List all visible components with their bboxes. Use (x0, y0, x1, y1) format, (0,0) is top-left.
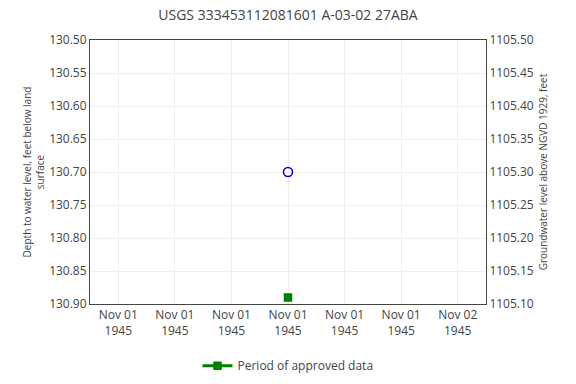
svg-text:Period of approved data: Period of approved data (238, 357, 374, 374)
svg-text:130.60: 130.60 (49, 97, 87, 114)
svg-text:Nov 011945: Nov 011945 (382, 306, 421, 339)
svg-text:130.70: 130.70 (49, 163, 87, 180)
svg-text:1105.10: 1105.10 (489, 295, 533, 312)
svg-text:1105.50: 1105.50 (489, 31, 533, 48)
svg-text:Nov 011945: Nov 011945 (99, 306, 138, 339)
svg-text:1105.30: 1105.30 (489, 163, 533, 180)
svg-text:USGS 333453112081601 A-03-02 2: USGS 333453112081601 A-03-02 27ABA (158, 5, 418, 24)
svg-text:130.85: 130.85 (49, 262, 87, 279)
svg-text:1105.45: 1105.45 (489, 64, 533, 81)
svg-text:Depth to water level, feet bel: Depth to water level, feet below landsur… (20, 87, 47, 258)
svg-text:130.55: 130.55 (49, 64, 87, 81)
svg-text:130.80: 130.80 (49, 229, 87, 246)
svg-text:Nov 011945: Nov 011945 (268, 306, 307, 339)
svg-text:1105.35: 1105.35 (489, 130, 533, 147)
svg-text:Groundwater level above NGVD 1: Groundwater level above NGVD 1929, feet (536, 73, 550, 270)
svg-text:130.90: 130.90 (49, 295, 87, 312)
svg-text:1105.25: 1105.25 (489, 196, 533, 213)
svg-text:130.75: 130.75 (49, 196, 87, 213)
svg-text:1105.20: 1105.20 (489, 229, 533, 246)
svg-text:Nov 011945: Nov 011945 (155, 306, 194, 339)
svg-text:1105.15: 1105.15 (489, 262, 533, 279)
svg-text:1105.40: 1105.40 (489, 97, 533, 114)
svg-text:130.50: 130.50 (49, 31, 87, 48)
svg-text:Nov 011945: Nov 011945 (212, 306, 251, 339)
svg-text:Nov 021945: Nov 021945 (438, 306, 477, 339)
svg-text:Nov 011945: Nov 011945 (325, 306, 364, 339)
svg-text:130.65: 130.65 (49, 130, 87, 147)
